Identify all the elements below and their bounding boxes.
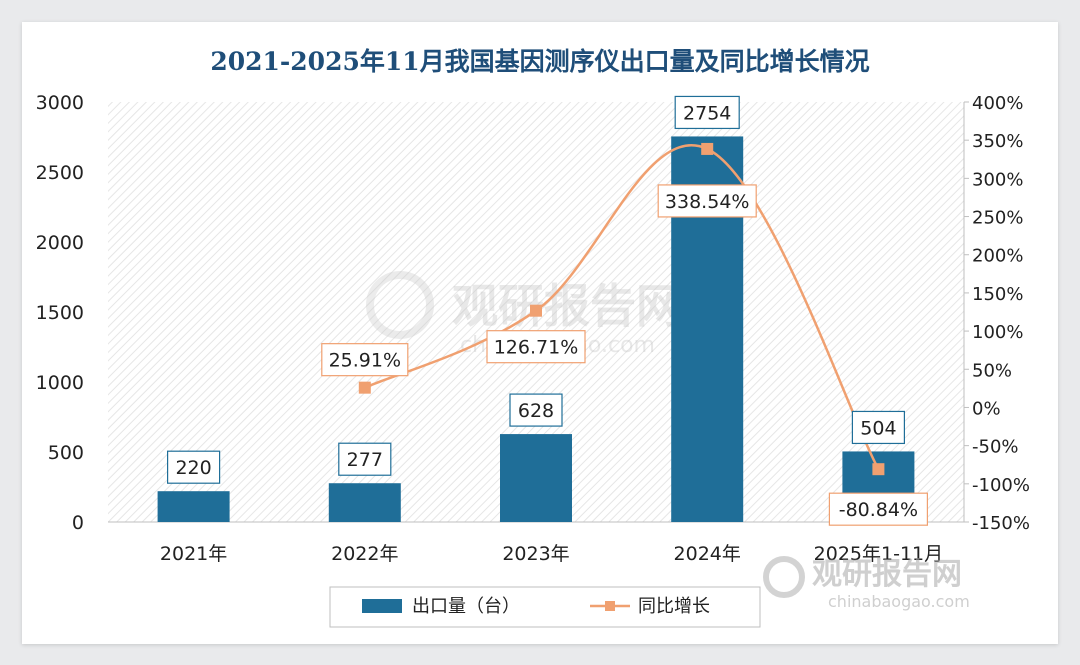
y-right-tick-label: 0% [972, 398, 1001, 419]
x-tick-label: 2022年 [331, 543, 398, 565]
watermark-corner-url: chinabaogao.com [828, 592, 970, 611]
watermark-corner-brand: 观研报告网 [812, 557, 962, 592]
y-right-axis: -150% -100% -50% 0% 50% 100% 150% 200% 250% 300% 3… [964, 93, 1030, 534]
bar-data-label: 628 [518, 400, 554, 422]
legend-line-marker-icon [605, 601, 615, 611]
watermark-corner: 观研报告网 chinabaogao.com [763, 556, 970, 611]
bar [157, 491, 230, 522]
bar [500, 434, 572, 522]
y-left-tick-label: 1000 [36, 372, 84, 394]
bar-data-label-box [509, 393, 563, 427]
bar-data-label-box [851, 410, 906, 445]
chart-title: 2021-2025年11月我国基因测序仪出口量及同比增长情况 [210, 47, 869, 76]
y-right-tick-label: 350% [972, 131, 1023, 152]
chart: 2021-2025年11月我国基因测序仪出口量及同比增长情况 观研报告网 chi… [36, 47, 1030, 628]
line-data-label: 25.91% [329, 350, 401, 372]
y-right-tick-label: 100% [972, 322, 1023, 343]
y-right-tick-label: -100% [972, 475, 1030, 496]
x-tick-label: 2025年1-11月 [814, 543, 943, 565]
y-left-tick-label: 2500 [36, 162, 84, 184]
y-left-tick-label: 2000 [36, 232, 84, 254]
x-tick-label: 2023年 [502, 543, 569, 565]
bar-data-label-box [674, 95, 740, 130]
y-left-tick-label: 0 [72, 512, 84, 534]
growth-point [701, 142, 714, 155]
bar-data-label: 504 [860, 417, 896, 439]
bar-data-label-box [167, 450, 221, 484]
line-data-label-box [321, 343, 409, 377]
bar-data-label: 2754 [683, 102, 731, 124]
legend-bar-label: 出口量（台） [412, 596, 520, 617]
line-labels: 25.91% 126.71% 338.54% -80.84% [321, 184, 929, 526]
line-data-label-box [657, 184, 757, 218]
watermark-logo-icon [366, 271, 434, 339]
y-right-tick-label: -150% [972, 513, 1030, 534]
watermark-corner-logo-icon [763, 556, 805, 598]
growth-line [364, 144, 880, 470]
x-tick-label: 2021年 [160, 543, 227, 565]
growth-point [872, 463, 885, 476]
bar-labels: 220 277 628 2754 504 [167, 95, 906, 484]
line-data-label-box [828, 492, 929, 526]
y-left-tick-label: 1500 [36, 302, 84, 324]
growth-point [530, 304, 542, 317]
bar-data-label: 277 [347, 449, 383, 471]
y-left-tick-label: 500 [48, 442, 84, 464]
line-data-label: 126.71% [494, 337, 579, 359]
y-left-tick-label: 3000 [36, 92, 84, 114]
bar [328, 483, 401, 522]
x-tick-label: 2024年 [674, 543, 741, 565]
line-data-label: -80.84% [839, 499, 918, 521]
y-right-tick-label: 150% [972, 284, 1023, 305]
legend: 出口量（台） 同比增长 [329, 586, 761, 628]
y-right-tick-label: 50% [972, 360, 1012, 381]
y-right-tick-label: 200% [972, 246, 1023, 267]
line-series [358, 142, 885, 476]
y-right-tick-label: 400% [972, 93, 1023, 114]
watermark-center-brand: 观研报告网 [452, 279, 682, 333]
y-left-axis: 0 500 1000 1500 2000 2500 3000 [36, 92, 84, 534]
y-right-tick-label: 300% [972, 169, 1023, 190]
bar-data-label-box [338, 442, 392, 476]
x-axis: 2021年 2022年 2023年 2024年 2025年1-11月 [160, 543, 943, 565]
bar-data-label: 220 [175, 457, 211, 479]
legend-bar-swatch [362, 599, 402, 613]
line-data-label: 338.54% [665, 191, 750, 213]
growth-point [358, 381, 371, 394]
y-right-tick-label: -50% [972, 437, 1019, 458]
y-right-tick-label: 250% [972, 208, 1023, 229]
line-data-label-box [486, 330, 586, 364]
chart-card: 2021-2025年11月我国基因测序仪出口量及同比增长情况 观研报告网 chi… [22, 22, 1058, 644]
legend-line-label: 同比增长 [638, 596, 710, 617]
